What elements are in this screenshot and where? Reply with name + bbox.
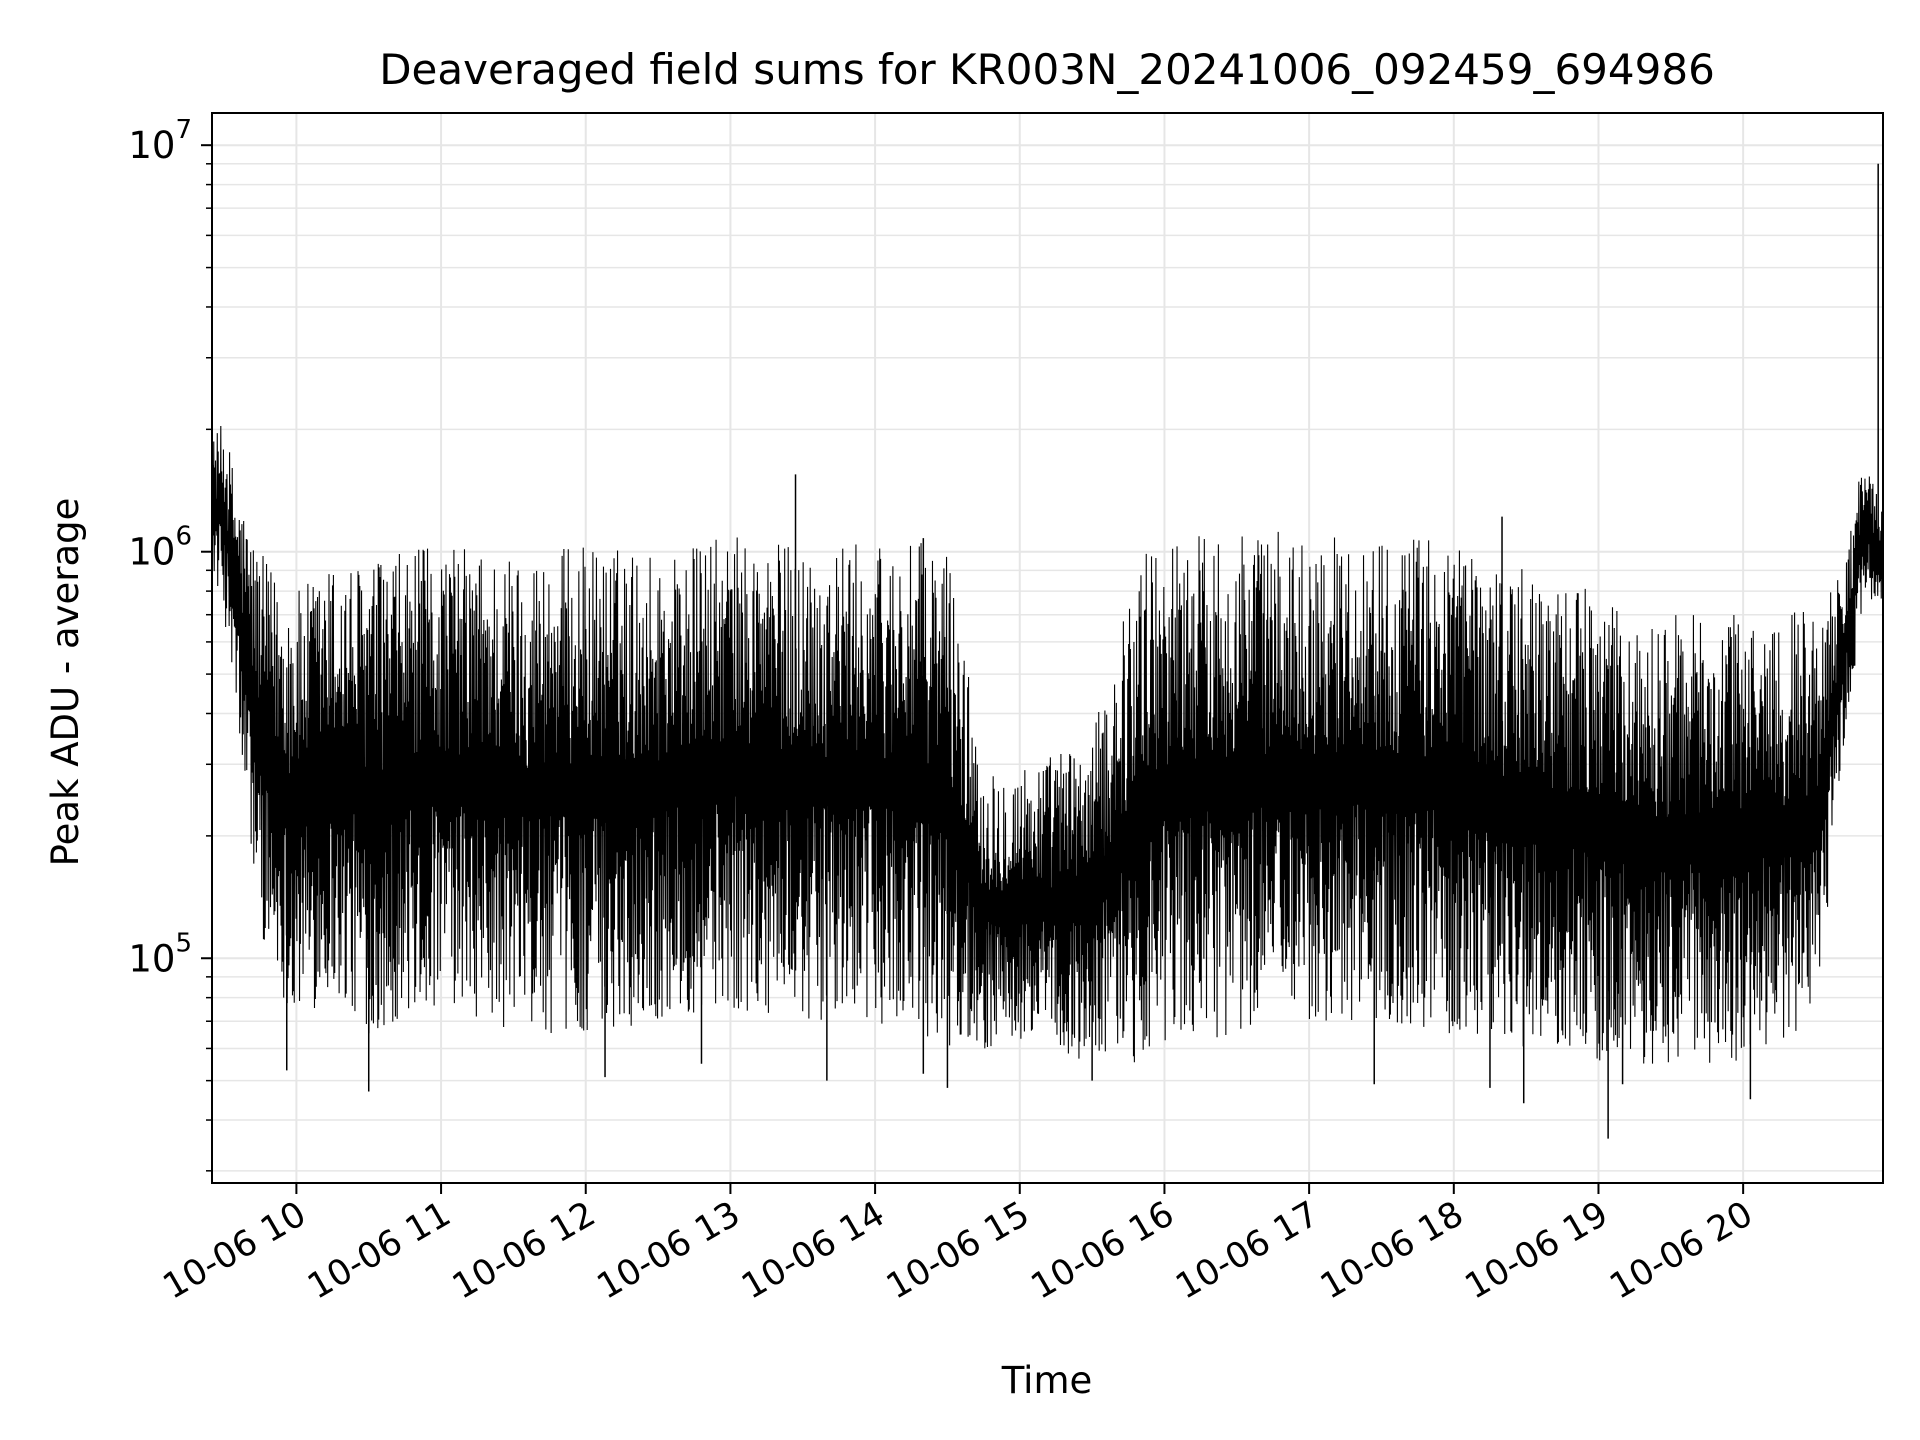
series-line <box>211 426 1884 1064</box>
y-tick-label: 105 <box>128 928 192 980</box>
y-axis: 105 106 107 <box>128 115 212 1172</box>
x-axis-label: Time <box>1001 1359 1093 1402</box>
series-layer <box>211 163 1884 1139</box>
y-tick-label: 107 <box>128 115 192 167</box>
y-axis-label: Peak ADU - average <box>44 498 87 867</box>
plot-frame <box>211 112 1884 1184</box>
chart-title: Deaveraged field sums for KR003N_2024100… <box>379 45 1715 94</box>
y-tick-label: 106 <box>128 522 192 574</box>
